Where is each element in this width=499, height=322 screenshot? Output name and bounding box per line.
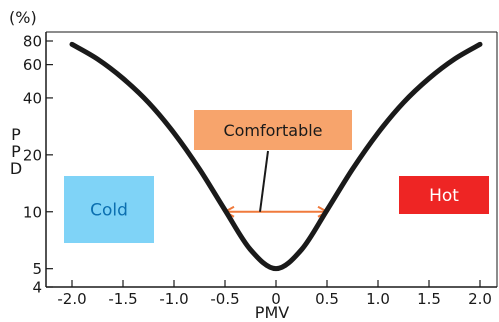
- x-tick-label: -1.5: [108, 290, 137, 308]
- x-tick-label: 1.0: [366, 290, 390, 308]
- x-tick-label: -0.5: [210, 290, 239, 308]
- y-tick-label: 4: [32, 279, 42, 297]
- x-tick-label: 0.5: [315, 290, 339, 308]
- comfortable-box: [194, 110, 352, 150]
- y-tick-label: 40: [23, 89, 42, 107]
- x-tick-label: -2.0: [57, 290, 86, 308]
- y-tick-label: 60: [23, 56, 42, 74]
- y-tick-label: 5: [32, 260, 42, 278]
- ppd-curve: [69, 41, 483, 272]
- x-tick-label: 1.5: [417, 290, 441, 308]
- y-unit-label: (%): [9, 8, 37, 27]
- x-tick-label: 0: [271, 290, 281, 308]
- x-tick-label: -1.0: [159, 290, 188, 308]
- y-tick-label: 10: [23, 203, 42, 221]
- cold-label: Cold: [90, 201, 128, 221]
- comfortable-label: Comfortable: [223, 121, 322, 140]
- comfortable-leader-line: [259, 150, 269, 212]
- x-axis-label: PMV: [255, 303, 289, 322]
- cold-box: [64, 176, 154, 243]
- y-tick-label: 80: [23, 33, 42, 51]
- hot-box: [399, 176, 489, 214]
- y-tick-label: 20: [23, 146, 42, 164]
- x-tick-label: 2.0: [468, 290, 492, 308]
- hot-label: Hot: [429, 186, 459, 206]
